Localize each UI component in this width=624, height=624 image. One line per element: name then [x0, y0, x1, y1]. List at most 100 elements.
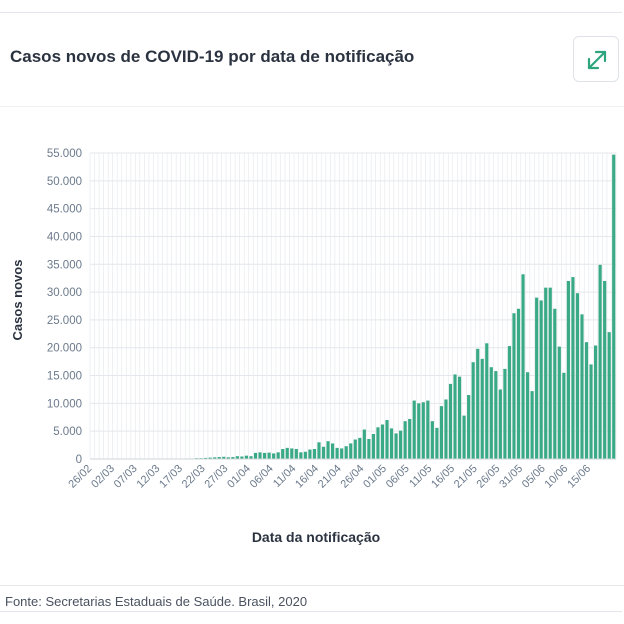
bar: [426, 400, 430, 459]
x-tick-label: 17/03: [157, 463, 185, 491]
bar: [349, 443, 353, 459]
y-tick-label: 5.000: [53, 426, 82, 438]
bar: [226, 457, 230, 459]
bar: [331, 443, 335, 459]
bar: [516, 308, 521, 459]
bar: [566, 280, 570, 459]
bar: [408, 418, 412, 459]
x-tick-label: 16/05: [429, 463, 457, 491]
card-frame: [0, 12, 622, 612]
bar: [512, 313, 516, 459]
bar: [403, 421, 407, 459]
bar: [394, 433, 398, 459]
x-tick-label: 21/05: [452, 463, 480, 491]
bar: [267, 452, 271, 459]
bar: [603, 280, 607, 459]
bar: [371, 433, 375, 459]
x-tick-label: 06/04: [248, 463, 276, 491]
bar: [412, 400, 416, 459]
y-tick-label: 25.000: [47, 315, 82, 327]
bar: [204, 457, 208, 459]
bar: [562, 372, 566, 459]
bar: [385, 420, 389, 459]
card-header: [0, 14, 624, 107]
bar: [430, 421, 434, 459]
y-tick-label: 10.000: [47, 398, 82, 410]
bar: [231, 457, 235, 459]
bar: [281, 448, 285, 459]
bar: [489, 367, 493, 459]
bar: [525, 372, 530, 459]
expand-icon: [587, 50, 607, 70]
bar: [612, 154, 616, 459]
bar: [358, 437, 362, 459]
bar: [213, 457, 217, 459]
bar: [335, 447, 339, 459]
bar: [294, 448, 298, 459]
x-tick-label: 02/03: [89, 463, 117, 491]
bar: [521, 274, 525, 459]
bar: [399, 430, 403, 459]
bar: [580, 314, 584, 459]
expand-button[interactable]: [573, 36, 619, 82]
bar: [249, 456, 253, 459]
bar: [340, 448, 344, 459]
bar: [503, 368, 507, 459]
bar: [312, 448, 317, 459]
bar: [276, 452, 280, 459]
bar: [575, 293, 580, 459]
bar: [317, 442, 321, 459]
y-tick-label: 0: [76, 454, 82, 466]
bar: [222, 456, 226, 459]
x-tick-label: 12/03: [134, 463, 162, 491]
bar: [285, 447, 289, 459]
grid-layer: [89, 152, 617, 459]
bar: [548, 287, 552, 459]
bar: [535, 297, 539, 459]
x-tick-label: 05/06: [520, 463, 548, 491]
x-tick-label: 26/05: [475, 463, 503, 491]
bar: [530, 391, 534, 459]
bar: [208, 457, 212, 459]
bar: [444, 399, 448, 459]
bar: [376, 427, 380, 459]
bar: [367, 438, 371, 459]
bar: [544, 287, 548, 459]
bar: [240, 456, 244, 459]
bars: [185, 154, 616, 459]
bar: [571, 277, 575, 459]
x-tick-label: 01/05: [361, 463, 389, 491]
bar: [262, 452, 267, 459]
bar: [362, 429, 366, 459]
y-tick-label: 55.000: [47, 148, 82, 160]
bar: [494, 371, 498, 459]
bar: [471, 362, 475, 459]
bar: [589, 364, 593, 459]
bar: [457, 376, 462, 459]
x-tick-label: 27/03: [202, 463, 230, 491]
bar: [498, 389, 502, 459]
bar: [467, 395, 471, 459]
bar: [244, 455, 249, 459]
bar: [480, 358, 484, 459]
x-tick-label: 31/05: [497, 463, 525, 491]
bar: [417, 403, 421, 459]
bar: [598, 264, 602, 459]
x-tick-label: 15/06: [565, 463, 593, 491]
y-tick-label: 30.000: [47, 287, 82, 299]
bar: [539, 300, 543, 459]
y-tick-label: 15.000: [47, 371, 82, 383]
x-tick-label: 26/02: [66, 463, 94, 491]
bar: [476, 348, 480, 459]
bar: [308, 449, 312, 459]
bar: [462, 415, 466, 459]
bar: [594, 345, 598, 459]
bar: [253, 452, 258, 459]
x-tick-label: 06/05: [384, 463, 412, 491]
bar: [290, 448, 294, 459]
bar: [217, 457, 221, 459]
footer-divider: [0, 585, 624, 586]
bar: [353, 439, 357, 459]
bar: [553, 308, 557, 459]
y-axis-ticks: 0 5.000 10.000 15.000 20.000 25.000 30.000 35.0…: [47, 148, 82, 466]
